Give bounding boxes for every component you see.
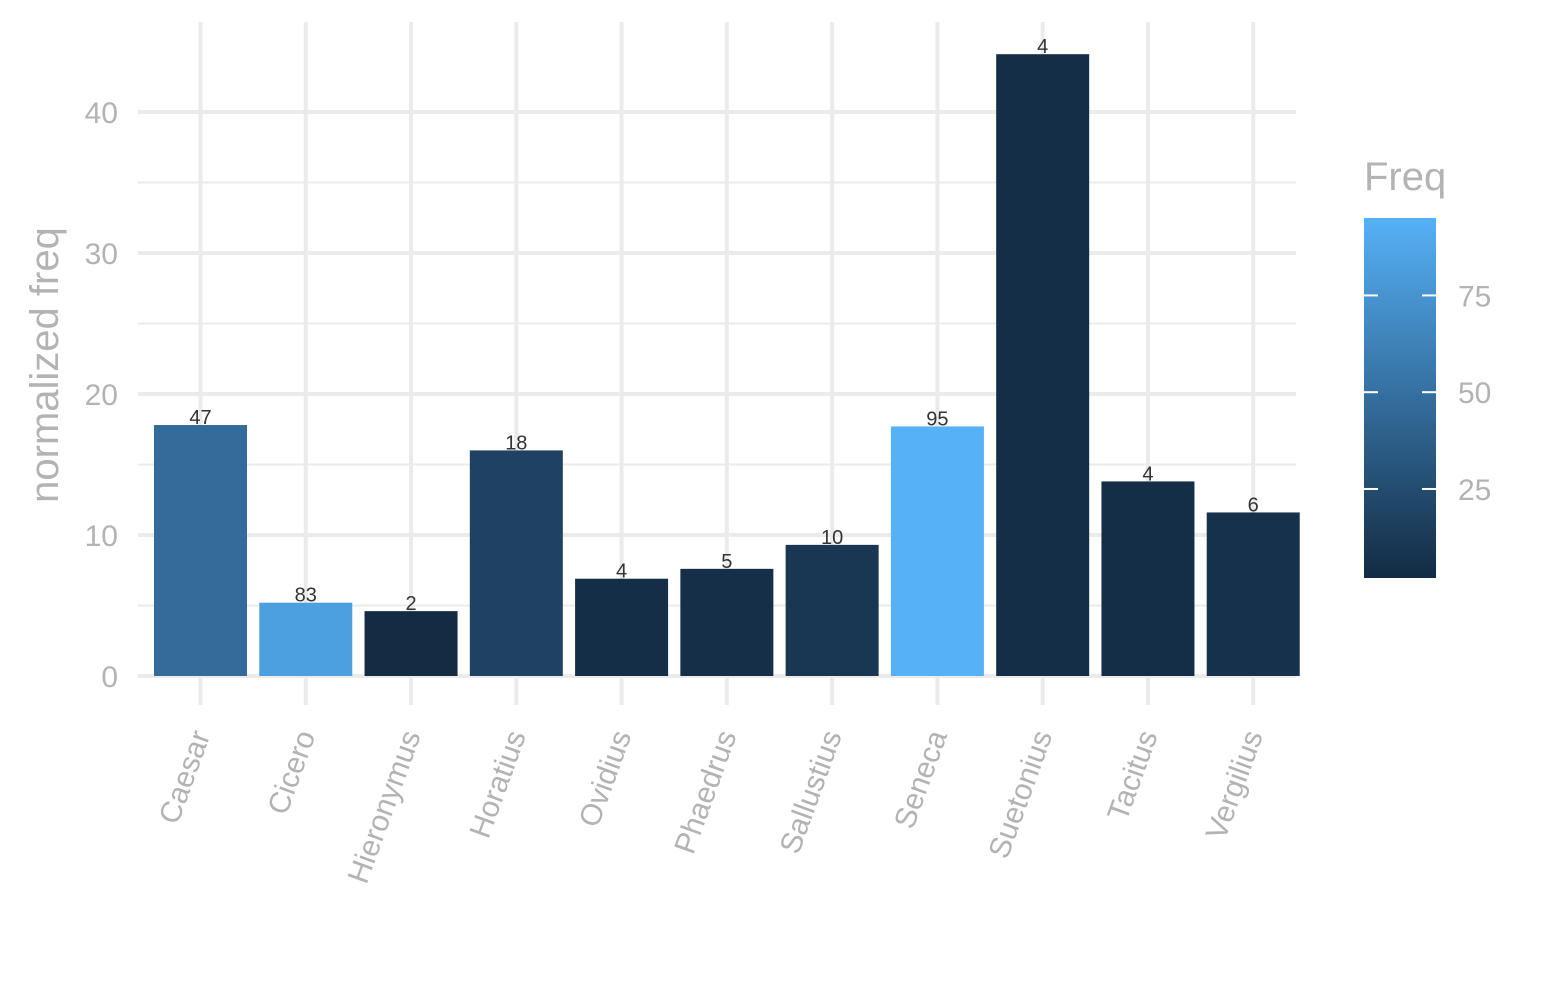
x-tick-phaedrus: Phaedrus <box>669 726 744 858</box>
data-label-phaedrus: 5 <box>721 551 732 573</box>
x-tick-labels: Caesar Cicero Hieronymus Horatius Ovidius Pha… <box>153 726 1270 888</box>
y-tick-30: 30 <box>85 238 118 271</box>
data-label-cicero: 83 <box>295 585 317 607</box>
x-tick-ovidius: Ovidius <box>573 726 638 831</box>
bar-horatius <box>469 450 563 676</box>
data-label-horatius: 18 <box>505 432 527 454</box>
x-tick-seneca: Seneca <box>888 726 954 833</box>
bar-phaedrus <box>680 568 774 676</box>
bar-cicero <box>259 602 353 676</box>
y-tick-40: 40 <box>85 97 118 130</box>
data-label-caesar: 47 <box>189 407 211 429</box>
data-label-suetonius: 4 <box>1037 36 1048 58</box>
y-axis-title: normalized freq <box>23 227 67 503</box>
bars <box>154 54 1300 676</box>
bar-suetonius <box>996 54 1090 676</box>
legend-label-25: 25 <box>1458 474 1491 507</box>
bar-hieronymus <box>364 611 458 676</box>
data-label-sallustius: 10 <box>821 527 843 549</box>
data-label-hieronymus: 2 <box>405 593 416 615</box>
legend-colorbar <box>1364 218 1436 578</box>
legend-ticks: 25 50 75 <box>1364 280 1491 507</box>
data-label-tacitus: 4 <box>1142 463 1153 485</box>
y-tick-labels: 0 10 20 30 40 <box>85 97 118 694</box>
x-tick-vergilius: Vergilius <box>1200 726 1270 844</box>
bar-ovidius <box>575 578 669 676</box>
legend-label-75: 75 <box>1458 280 1491 313</box>
x-tick-caesar: Caesar <box>153 726 217 828</box>
legend-title: Freq <box>1364 155 1446 199</box>
data-labels: 47 83 2 18 4 5 10 95 4 4 6 <box>189 36 1258 615</box>
bar-seneca <box>890 426 984 676</box>
legend: Freq 25 50 75 <box>1364 155 1491 578</box>
y-tick-20: 20 <box>85 379 118 412</box>
x-tick-cicero: Cicero <box>262 726 323 819</box>
bar-sallustius <box>785 544 879 676</box>
bar-tacitus <box>1101 481 1195 676</box>
legend-label-50: 50 <box>1458 377 1491 410</box>
x-tick-horatius: Horatius <box>464 726 533 842</box>
x-tick-hieronymus: Hieronymus <box>342 726 428 888</box>
x-tick-sallustius: Sallustius <box>774 726 849 858</box>
data-label-vergilius: 6 <box>1248 494 1259 516</box>
bar-caesar <box>154 425 247 676</box>
data-label-ovidius: 4 <box>616 561 627 583</box>
x-tick-tacitus: Tacitus <box>1102 726 1165 825</box>
x-tick-suetonius: Suetonius <box>983 726 1060 863</box>
bar-vergilius <box>1206 512 1300 676</box>
data-label-seneca: 95 <box>926 408 948 430</box>
y-tick-10: 10 <box>85 520 118 553</box>
y-tick-0: 0 <box>101 661 118 694</box>
